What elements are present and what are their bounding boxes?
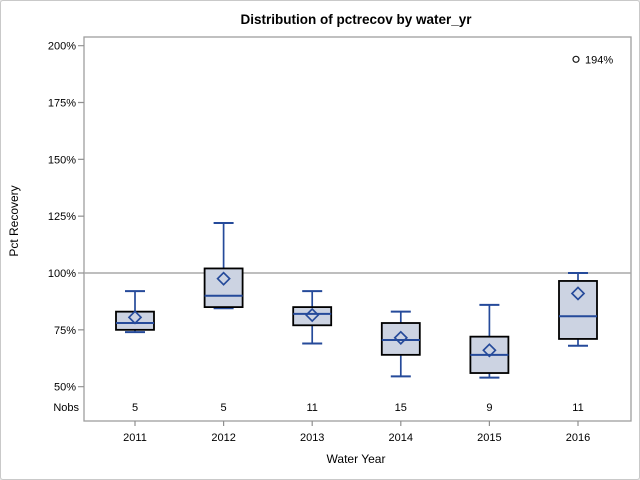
y-tick-label: 125% — [48, 211, 76, 223]
y-tick-label: 75% — [54, 325, 76, 337]
plot-border — [83, 36, 632, 422]
mean-diamond-icon — [216, 271, 231, 286]
nobs-value: 5 — [132, 402, 138, 414]
nobs-value: 15 — [395, 402, 407, 414]
chart-title: Distribution of pctrecov by water_yr — [240, 12, 472, 27]
y-tick-label: 50% — [54, 382, 76, 394]
mean-diamond-icon — [393, 330, 409, 345]
x-tick-label: 2015 — [477, 432, 501, 444]
nobs-value: 11 — [572, 402, 583, 414]
x-tick-label: 2011 — [123, 432, 147, 444]
y-tick-label: 150% — [48, 154, 76, 166]
x-tick-label: 2013 — [300, 432, 324, 444]
x-tick-label: 2014 — [389, 432, 413, 444]
outlier-point — [572, 55, 580, 63]
mean-diamond-icon — [570, 286, 586, 301]
box-rect-2016 — [558, 280, 598, 340]
box-rect-2011 — [115, 310, 155, 331]
y-tick-label: 175% — [48, 98, 76, 110]
box-rect-2013 — [292, 306, 333, 327]
x-axis-label: Water Year — [327, 452, 386, 466]
plot-area: 200% 175% 150% 125% 100% 75% 50% 5 2011 5 2012 11 20… — [48, 36, 632, 444]
y-tick-label: 200% — [48, 41, 76, 53]
nobs-value: 9 — [486, 402, 492, 414]
box-rect-2014 — [380, 322, 421, 356]
nobs-row-label: Nobs — [53, 402, 79, 414]
x-tick-label: 2016 — [566, 432, 590, 444]
nobs-value: 11 — [306, 402, 317, 414]
box-rect-2012 — [203, 267, 244, 308]
mean-diamond-icon — [482, 343, 497, 358]
mean-diamond-icon — [304, 307, 320, 323]
nobs-value: 5 — [221, 402, 227, 414]
mean-diamond-icon — [127, 310, 143, 325]
y-axis-label: Pct Recovery — [7, 185, 21, 256]
x-tick-label: 2012 — [211, 432, 235, 444]
y-tick-label: 100% — [48, 268, 76, 280]
outlier-label: 194% — [585, 54, 613, 66]
